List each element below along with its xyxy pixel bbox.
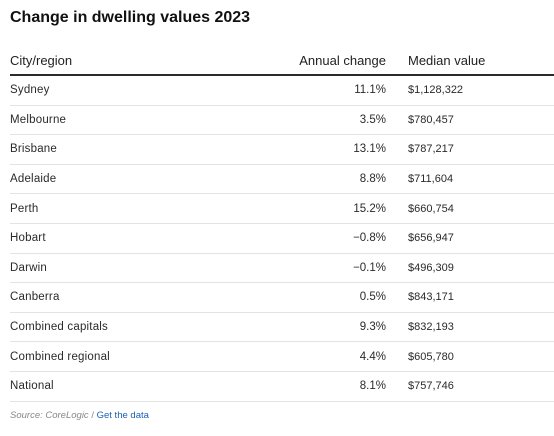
cell-annual-change: 15.2% [240,193,398,224]
column-header-annual-change: Annual change [240,46,398,76]
table-row: National 8.1% $757,746 [10,371,554,402]
table-row: Combined capitals 9.3% $832,193 [10,312,554,343]
column-header-city: City/region [10,46,240,76]
cell-annual-change: 4.4% [240,341,398,372]
cell-city: Perth [10,193,240,224]
source-label: Source: CoreLogic [10,410,89,421]
chart-container: Change in dwelling values 2023 City/regi… [10,8,554,402]
cell-median-value: $496,309 [398,253,554,284]
table-body: Sydney 11.1% $1,128,322 Melbourne 3.5% $780,4… [10,75,554,402]
page-title: Change in dwelling values 2023 [10,9,251,26]
cell-median-value: $843,171 [398,282,554,313]
cell-city: Combined capitals [10,312,240,343]
table-row: Perth 15.2% $660,754 [10,193,554,224]
cell-city: Darwin [10,253,240,284]
table-row: Brisbane 13.1% $787,217 [10,134,554,165]
cell-annual-change: 8.8% [240,164,398,195]
cell-median-value: $832,193 [398,312,554,343]
cell-annual-change: −0.1% [240,253,398,284]
table-row: Hobart −0.8% $656,947 [10,223,554,254]
table-row: Combined regional 4.4% $605,780 [10,341,554,372]
cell-annual-change: −0.8% [240,223,398,254]
table-row: Canberra 0.5% $843,171 [10,282,554,313]
cell-annual-change: 9.3% [240,312,398,343]
cell-annual-change: 13.1% [240,134,398,165]
table-row: Darwin −0.1% $496,309 [10,253,554,284]
cell-median-value: $757,746 [398,371,554,402]
cell-median-value: $780,457 [398,105,554,136]
cell-city: Combined regional [10,341,240,372]
cell-median-value: $1,128,322 [398,75,554,106]
cell-median-value: $660,754 [398,193,554,224]
cell-median-value: $787,217 [398,134,554,165]
cell-city: Melbourne [10,105,240,136]
cell-city: Canberra [10,282,240,313]
cell-city: Hobart [10,223,240,254]
get-the-data-link[interactable]: Get the data [96,410,149,421]
cell-annual-change: 3.5% [240,105,398,136]
table-row: Sydney 11.1% $1,128,322 [10,75,554,106]
cell-median-value: $711,604 [398,164,554,195]
cell-median-value: $656,947 [398,223,554,254]
cell-annual-change: 11.1% [240,75,398,106]
dwelling-values-table: City/region Annual change Median value S… [10,46,554,402]
cell-median-value: $605,780 [398,341,554,372]
cell-city: Sydney [10,75,240,106]
cell-city: Adelaide [10,164,240,195]
cell-annual-change: 0.5% [240,282,398,313]
cell-city: Brisbane [10,134,240,165]
cell-city: National [10,371,240,402]
column-header-median-value: Median value [398,46,554,76]
table-row: Melbourne 3.5% $780,457 [10,105,554,136]
source-separator: / [88,410,97,421]
table-header-row: City/region Annual change Median value [10,46,554,76]
table-row: Adelaide 8.8% $711,604 [10,164,554,195]
cell-annual-change: 8.1% [240,371,398,402]
source-note: Source: CoreLogic / Get the data [10,410,149,421]
